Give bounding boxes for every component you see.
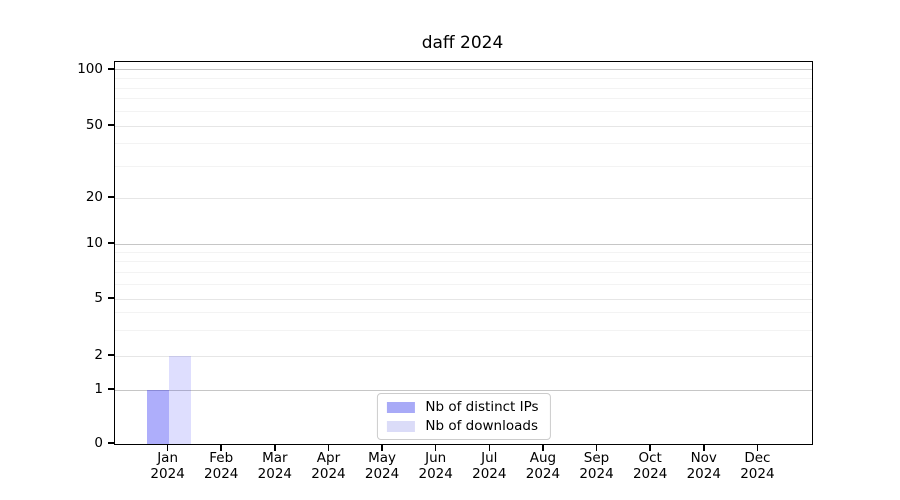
x-tick-label-mar: Mar 2024 bbox=[257, 450, 293, 482]
y-tick-label-1: 1 bbox=[94, 380, 103, 397]
minor-gridline-y-70 bbox=[115, 98, 812, 100]
x-tick-jun bbox=[434, 444, 437, 451]
y-tick-label-0: 0 bbox=[94, 435, 103, 451]
x-tick-jul bbox=[488, 444, 491, 451]
x-tick-label-nov: Nov 2024 bbox=[686, 450, 721, 482]
y-tick-label-50: 50 bbox=[85, 116, 103, 133]
x-tick-label-aug: Aug 2024 bbox=[525, 450, 561, 482]
y-tick-50 bbox=[108, 124, 115, 126]
y-tick-0 bbox=[108, 442, 115, 444]
plot-area: Nb of distinct IPs Nb of downloads bbox=[114, 61, 813, 445]
x-tick-apr bbox=[327, 444, 330, 451]
y-tick-1 bbox=[108, 388, 115, 390]
x-tick-dec bbox=[756, 444, 759, 451]
minor-gridline-y-3 bbox=[115, 330, 812, 332]
minor-gridline-y-80 bbox=[115, 87, 812, 89]
x-tick-label-jul: Jul 2024 bbox=[472, 450, 507, 482]
gridline-y-2 bbox=[115, 355, 812, 357]
x-tick-label-jun: Jun 2024 bbox=[418, 450, 453, 482]
y-tick-label-5: 5 bbox=[94, 289, 103, 306]
bar-downloads-jan bbox=[168, 356, 191, 444]
legend-label-distinct-ips: Nb of distinct IPs bbox=[425, 399, 539, 415]
minor-gridline-y-6 bbox=[115, 284, 812, 286]
legend-label-downloads: Nb of downloads bbox=[425, 418, 538, 434]
chart-title: daff 2024 bbox=[421, 33, 504, 53]
minor-gridline-y-8 bbox=[115, 261, 812, 263]
legend-entry-distinct-ips: Nb of distinct IPs bbox=[386, 399, 540, 415]
minor-gridline-y-90 bbox=[115, 78, 812, 79]
x-tick-may bbox=[381, 444, 383, 451]
minor-gridline-y-7 bbox=[115, 271, 812, 273]
gridline-y-20 bbox=[115, 197, 812, 199]
gridline-y-5 bbox=[115, 298, 812, 300]
x-tick-label-dec: Dec 2024 bbox=[740, 450, 775, 482]
x-tick-label-apr: Apr 2024 bbox=[311, 450, 346, 482]
x-tick-nov bbox=[703, 444, 705, 451]
y-tick-label-2: 2 bbox=[94, 346, 103, 363]
x-tick-label-oct: Oct 2024 bbox=[632, 450, 668, 482]
x-tick-sep bbox=[595, 444, 598, 451]
minor-gridline-y-4 bbox=[115, 312, 812, 314]
legend: Nb of distinct IPs Nb of downloads bbox=[376, 393, 551, 440]
y-tick-5 bbox=[108, 297, 115, 299]
minor-gridline-y-40 bbox=[115, 143, 812, 145]
x-tick-label-sep: Sep 2024 bbox=[579, 450, 614, 482]
x-tick-aug bbox=[542, 444, 544, 451]
y-tick-label-100: 100 bbox=[77, 60, 103, 77]
legend-swatch-downloads bbox=[386, 420, 415, 432]
y-tick-label-20: 20 bbox=[85, 188, 103, 205]
legend-entry-downloads: Nb of downloads bbox=[386, 418, 540, 434]
minor-gridline-y-9 bbox=[115, 251, 812, 253]
gridline-y-10 bbox=[115, 243, 812, 245]
bar-distinct-ips-jan bbox=[146, 390, 169, 444]
minor-gridline-y-60 bbox=[115, 110, 812, 112]
x-tick-label-may: May 2024 bbox=[364, 450, 400, 482]
y-tick-10 bbox=[108, 242, 115, 244]
x-tick-label-jan: Jan 2024 bbox=[150, 450, 185, 482]
gridline-y-100 bbox=[115, 69, 812, 71]
gridline-y-50 bbox=[115, 125, 812, 127]
legend-swatch-distinct-ips bbox=[386, 401, 415, 413]
x-tick-label-feb: Feb 2024 bbox=[204, 450, 239, 482]
y-tick-label-10: 10 bbox=[85, 234, 103, 251]
y-tick-100 bbox=[108, 68, 115, 70]
x-tick-mar bbox=[274, 444, 276, 451]
y-tick-2 bbox=[108, 354, 115, 356]
x-tick-oct bbox=[649, 444, 651, 451]
x-tick-feb bbox=[220, 444, 222, 451]
gridline-y-1 bbox=[115, 389, 812, 391]
minor-gridline-y-30 bbox=[115, 165, 812, 167]
y-tick-20 bbox=[108, 196, 115, 198]
x-tick-jan bbox=[166, 444, 169, 451]
